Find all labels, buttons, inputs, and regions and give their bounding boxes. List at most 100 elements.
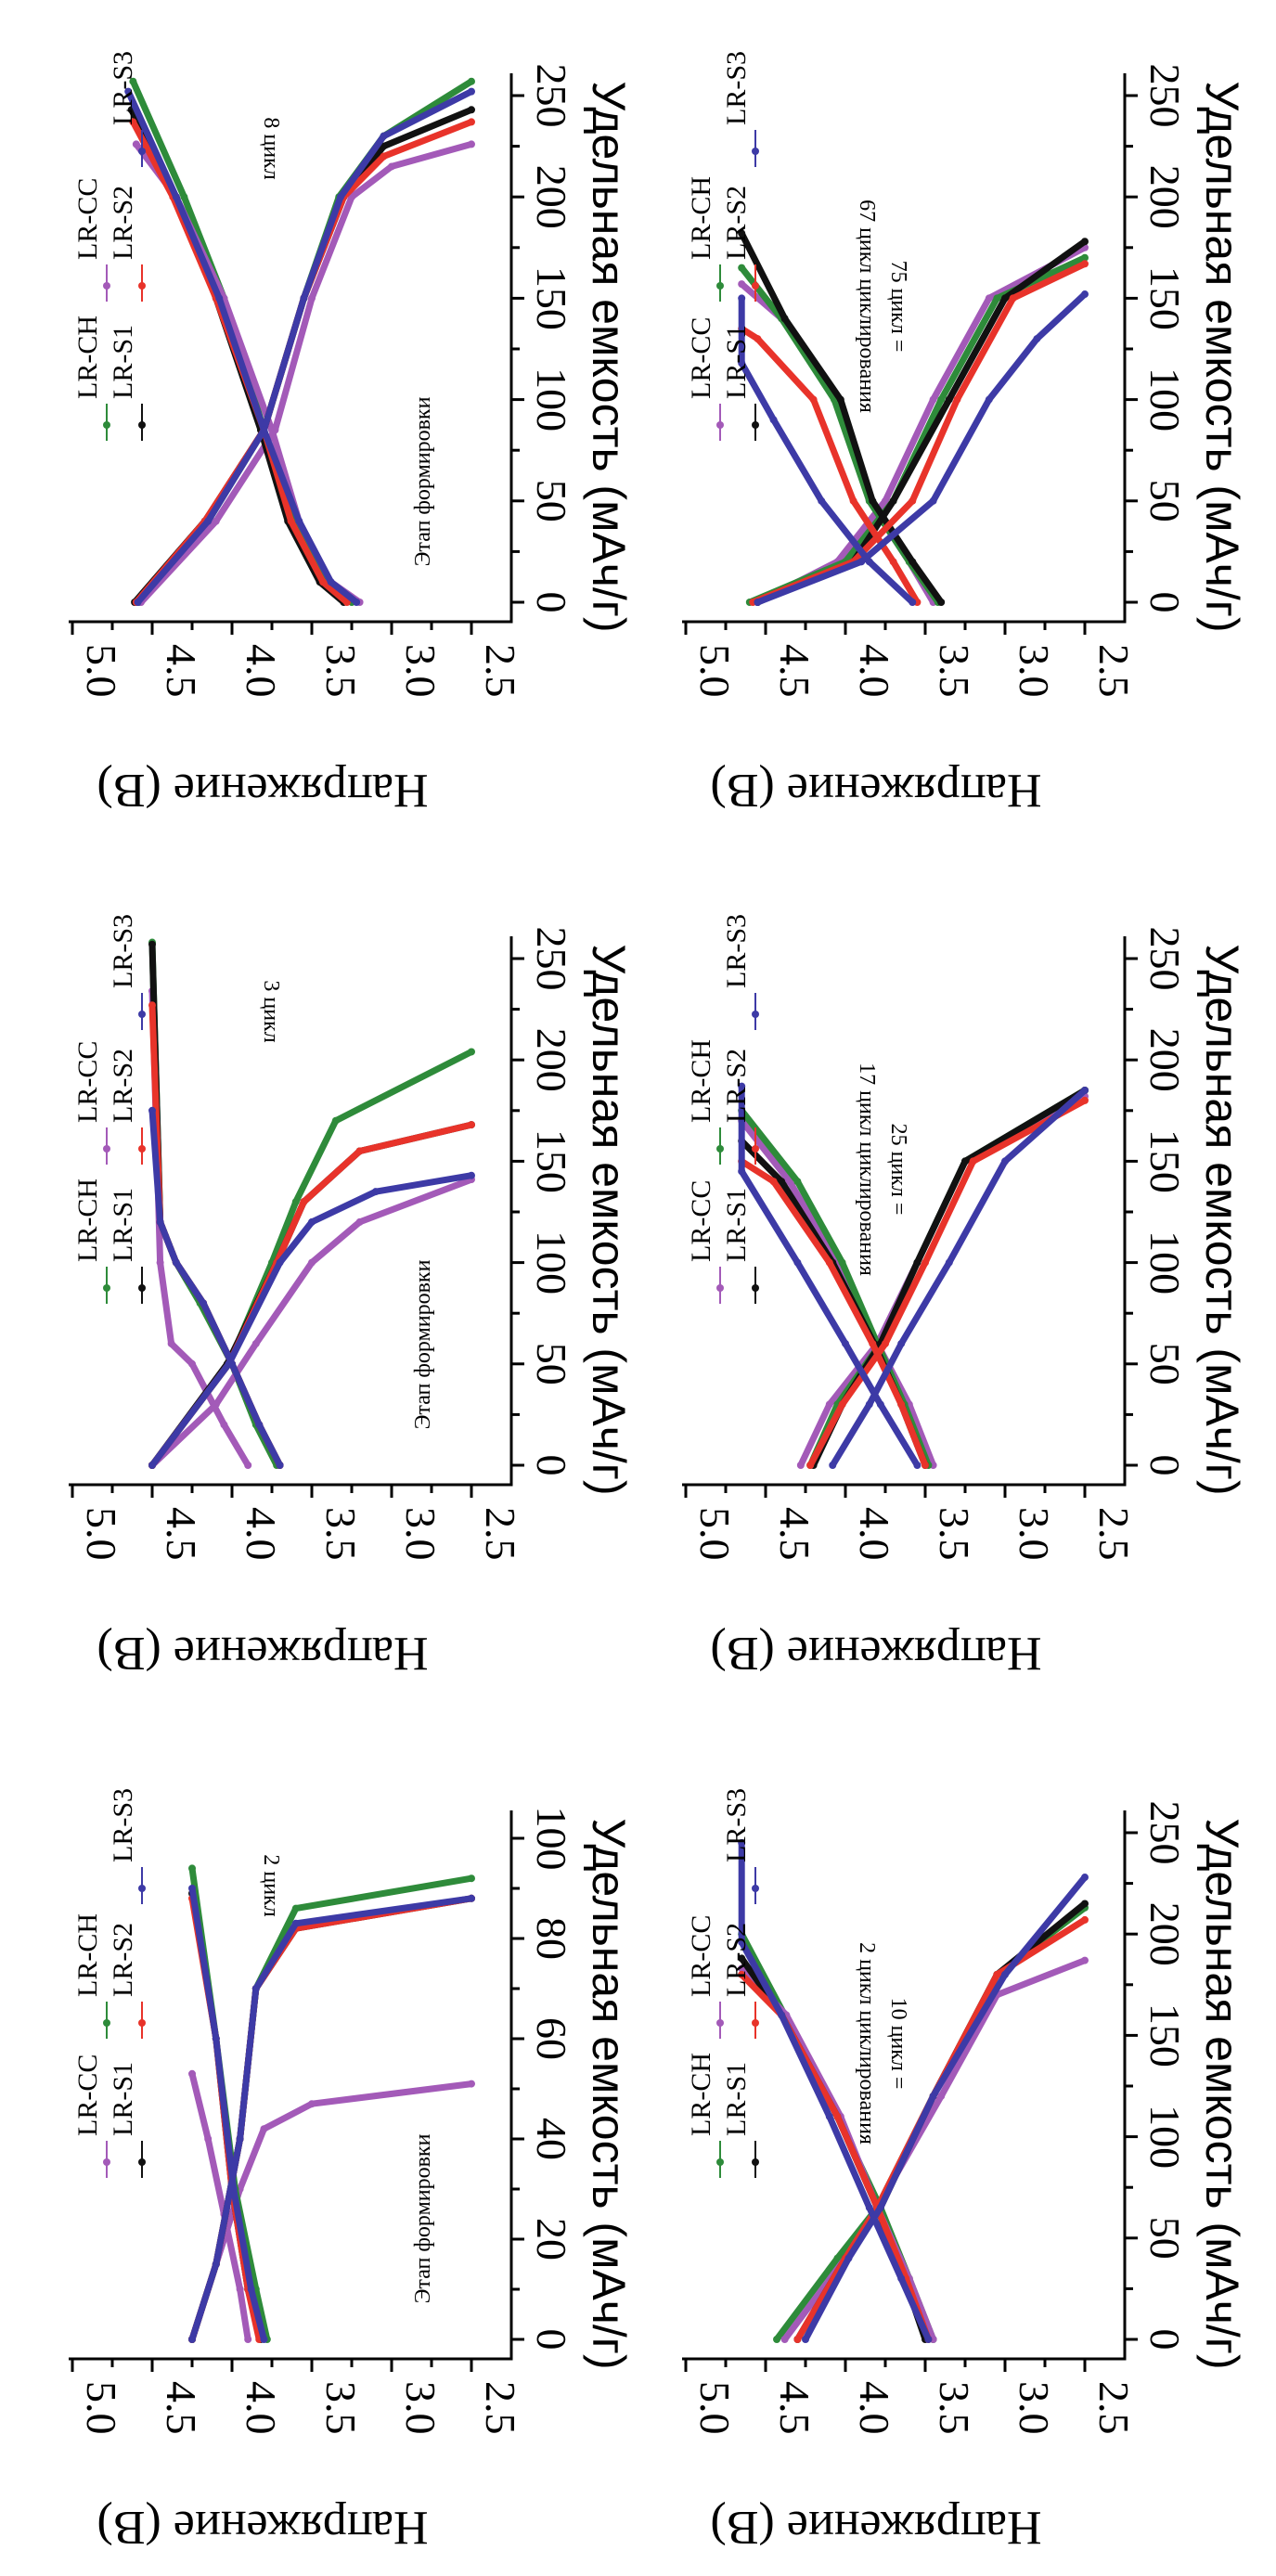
data-point [244,2336,252,2343]
capacity-tick-label: 200 [1141,1028,1189,1092]
capacity-tick-label: 100 [1141,2105,1189,2169]
series-lr-s2-charge [738,1157,929,1469]
voltage-tick-label: 3.5 [931,1507,978,1561]
legend-swatch-marker [752,282,759,290]
capacity-tick-label: 0 [528,1455,575,1476]
data-point [909,496,917,505]
voltage-tick-label: 4.5 [158,2381,205,2435]
data-point [754,599,762,606]
data-point [945,395,953,404]
legend-label-lr-cc: LR-CC [686,1180,716,1262]
data-point [809,395,818,404]
data-point [355,1147,364,1155]
legend-label-lr-ch: LR-CH [686,2053,716,2136]
data-point [129,118,137,126]
data-point [247,2286,255,2293]
legend-label-lr-s1: LR-S1 [721,325,752,399]
data-point [738,359,746,367]
series-lr-cc-discharge [148,1176,475,1469]
voltage-tick-label: 4.0 [851,1507,898,1561]
legend-label-lr-ch: LR-CH [686,1039,716,1123]
panel-title: 75 цикл = 67 цикл циклирования [855,200,910,413]
voltage-tick-label: 5.0 [691,1507,739,1561]
voltage-tick-label: 4.5 [771,2381,818,2435]
panel-title: 2 цикл [259,1854,283,1916]
legend-swatch-marker [716,1284,724,1292]
capacity-tick-label: 250 [1141,64,1189,128]
capacity-tick-label: 200 [528,165,575,229]
capacity-tick-label: 250 [1141,927,1189,991]
legend-label-lr-s1: LR-S1 [108,2062,138,2136]
voltage-tick-label: 5.0 [78,1507,125,1561]
voltage-tick-label: 3.0 [397,2381,445,2435]
data-point [148,1106,156,1114]
legend-swatch-marker [716,421,724,429]
data-point [1033,335,1041,343]
series-lr-s3-charge [738,1083,921,1469]
data-point [1081,1956,1089,1964]
data-point [380,152,388,161]
data-point [738,1954,746,1963]
data-point [738,229,746,238]
data-point [251,1985,260,1992]
data-point [188,1359,196,1368]
chart-panel-middle-left: 5.0 4.5 4.0 3.5 3.0 2.5 0 50 100 150 200 250 Удельна… [69,914,635,1680]
voltage-axis-title: Напряжение (В) [97,2501,428,2554]
capacity-tick-label: 100 [1141,367,1189,431]
data-point [876,2204,884,2212]
data-point [738,264,746,272]
data-point [300,294,308,303]
data-point [1081,1915,1089,1924]
axes-frame [69,73,513,624]
data-point [1001,294,1009,303]
legend-label-lr-s1: LR-S1 [721,1188,752,1262]
data-point [1081,260,1089,268]
capacity-tick-label: 100 [528,367,575,431]
data-point [156,1217,164,1226]
data-point [148,940,156,948]
voltage-tick-label: 4.5 [771,644,818,698]
legend-label-lr-s2: LR-S2 [108,1923,138,1997]
data-point [889,496,897,505]
legend-swatch-marker [138,421,146,429]
data-point [769,1178,778,1186]
legend-label-lr-cc: LR-CC [72,2054,103,2136]
legend-swatch-marker [752,1145,759,1153]
data-point [167,1339,175,1347]
legend-swatch-marker [138,282,146,290]
capacity-tick-label: 100 [528,1230,575,1294]
data-point [468,118,475,126]
data-point [796,1462,805,1469]
data-point [156,1258,164,1267]
data-point [327,578,335,586]
data-point [754,335,762,343]
stage-annotation: Этап формировки [411,1259,435,1429]
data-point [897,1339,906,1347]
data-point [468,1121,475,1129]
legend-swatch-marker [103,282,110,290]
capacity-tick-label: 150 [1141,2003,1189,2067]
data-point [291,1198,300,1206]
data-point [172,1258,180,1267]
data-point [468,2080,475,2088]
data-point [897,1400,906,1409]
voltage-tick-label: 2.5 [477,644,524,698]
legend-label-lr-s2: LR-S2 [108,186,138,260]
data-point [922,1258,929,1267]
legend-label-lr-ch: LR-CH [72,316,103,399]
data-point [838,1258,846,1267]
data-point [937,395,946,404]
data-point [780,315,789,323]
data-point [212,2035,220,2042]
capacity-axis-title: Удельная емкость (мАч/г) [583,944,635,1495]
legend-swatch-marker [138,148,146,155]
legend-label-lr-cc: LR-CC [72,178,103,260]
data-point [738,1970,746,1978]
data-point [825,1258,833,1267]
capacity-tick-label: 0 [1141,592,1189,613]
data-point [924,2336,933,2343]
legend-label-lr-s3: LR-S3 [108,51,138,125]
capacity-axis-title: Удельная емкость (мАч/г) [1196,81,1248,632]
panel-title-line: 25 цикл = [886,1124,910,1216]
data-point [220,1421,228,1429]
